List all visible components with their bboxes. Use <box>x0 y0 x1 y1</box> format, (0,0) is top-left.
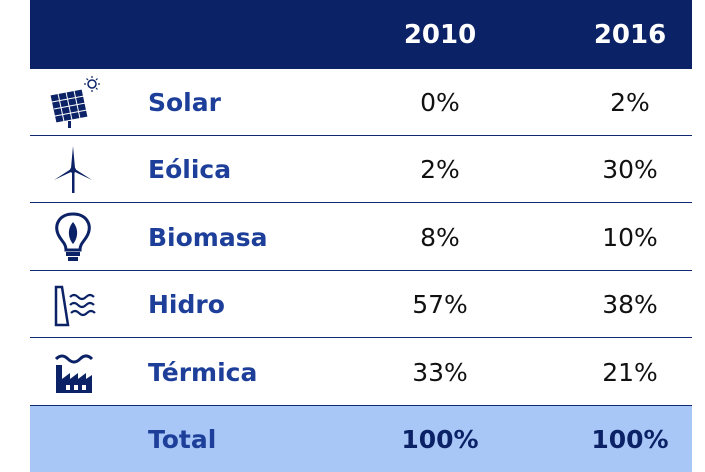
row-label: Solar <box>148 87 221 117</box>
value-cell: 21% <box>602 357 658 387</box>
thermal-icon <box>54 354 94 393</box>
header-cell: 2010 <box>403 19 477 50</box>
value-cell: 0% <box>420 87 460 117</box>
biomass-icon <box>55 212 91 261</box>
value-cell: 2% <box>420 154 460 184</box>
hydro-icon <box>54 285 96 327</box>
total-row: Total 100% 100% <box>30 406 692 472</box>
solar-icon <box>49 76 100 128</box>
value-cell: 38% <box>602 289 658 319</box>
value-cell: 33% <box>412 357 468 387</box>
total-label: Total <box>148 424 217 454</box>
value-cell: 10% <box>602 222 658 252</box>
value-cell: 57% <box>412 289 468 319</box>
table-row: Biomasa 8% 10% <box>30 204 692 271</box>
row-label: Hidro <box>148 289 225 319</box>
header-row: 2010 2016 <box>30 0 692 69</box>
table-row: Eólica 2% 30% <box>30 136 692 203</box>
row-label: Eólica <box>148 154 232 184</box>
wind-icon <box>54 146 92 193</box>
row-label: Térmica <box>148 357 258 387</box>
total-cell: 100% <box>401 424 479 454</box>
value-cell: 2% <box>610 87 650 117</box>
table-row: Térmica 33% 21% <box>30 339 692 406</box>
row-label: Biomasa <box>148 222 268 252</box>
value-cell: 30% <box>602 154 658 184</box>
total-cell: 100% <box>591 424 669 454</box>
value-cell: 8% <box>420 222 460 252</box>
table-row: Hidro 57% 38% <box>30 271 692 338</box>
header-cell: 2016 <box>593 19 667 50</box>
table-row: Solar 0% 2% <box>30 69 692 136</box>
energy-table: 2010 2016 Solar 0% 2% Eólica 2% 30% <box>30 0 692 472</box>
